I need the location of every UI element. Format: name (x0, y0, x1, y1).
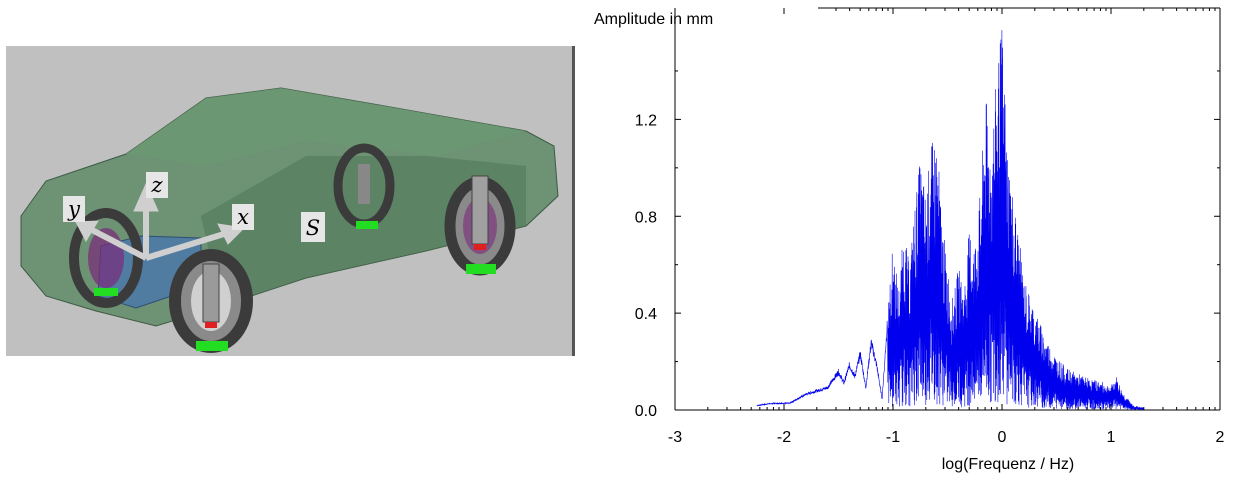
wheel-front-left (169, 249, 253, 353)
s-label-box (301, 212, 325, 242)
wheel-rear-right (333, 143, 395, 229)
vehicle-scene-graphic: z y x S (6, 46, 575, 356)
z-axis-label: z (150, 173, 163, 197)
wheel-front-right (444, 175, 516, 276)
axis-ticks (674, 8, 1221, 411)
x-tick-label: 2 (1216, 429, 1225, 446)
y-label-box (63, 196, 85, 222)
z-label-box (146, 172, 168, 198)
series-line (756, 30, 1144, 410)
x-tick-label: -1 (886, 429, 900, 446)
car-roof-highlight (126, 88, 526, 166)
series-group (756, 30, 1144, 410)
y-tick-label: 1.2 (635, 112, 657, 129)
scene-divider (572, 46, 575, 356)
x-axis-label: x (237, 205, 249, 229)
amplitude-chart: Amplitude in mm log(Frequenz / Hz) -3 -2-… (590, 0, 1235, 475)
plot-frame (674, 7, 1221, 411)
tick-labels: -3 -2 -1 0 1 2 0.0 0.4 0.8 1.2 (635, 112, 1225, 446)
y-tick-label: 0.4 (635, 306, 657, 323)
x-tick-label: -3 (668, 429, 682, 446)
vehicle-scene: z y x S (6, 46, 578, 356)
car-side-shade (201, 156, 526, 306)
amplitude-chart-svg: Amplitude in mm log(Frequenz / Hz) -3 -2-… (594, 7, 1225, 473)
y-axis-label: y (67, 197, 81, 221)
y-tick-label: 0.8 (635, 209, 657, 226)
center-of-mass-label: S (306, 216, 320, 240)
y-tick-label: 0.0 (635, 403, 657, 420)
x-tick-label: 1 (1107, 429, 1116, 446)
coordinate-axes (75, 182, 246, 261)
x-axis-title: log(Frequenz / Hz) (942, 456, 1075, 473)
y-axis-title: Amplitude in mm (594, 11, 713, 28)
x-tick-label: 0 (998, 429, 1007, 446)
x-tick-label: -2 (777, 429, 791, 446)
x-label-box (232, 204, 254, 230)
